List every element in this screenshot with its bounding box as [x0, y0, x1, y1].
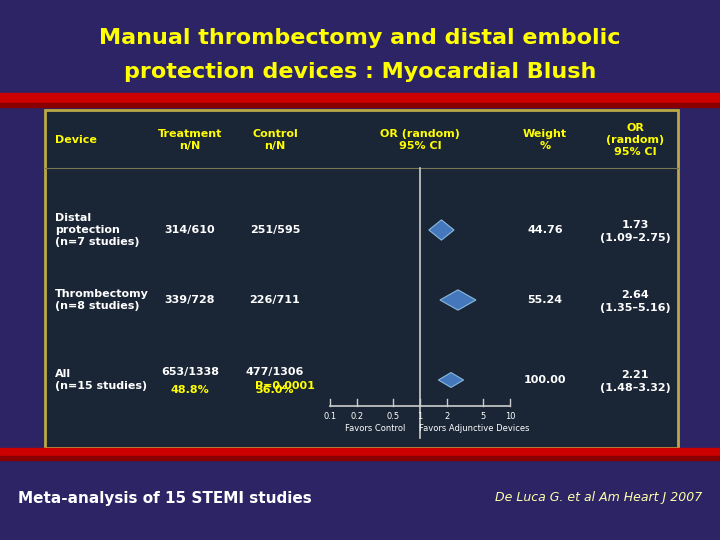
- Text: 1.73: 1.73: [621, 220, 649, 230]
- Text: Device: Device: [55, 135, 97, 145]
- Text: 44.76: 44.76: [527, 225, 563, 235]
- Text: All
(n=15 studies): All (n=15 studies): [55, 369, 147, 391]
- Text: 2.64: 2.64: [621, 290, 649, 300]
- Text: Weight
%: Weight %: [523, 129, 567, 151]
- Polygon shape: [438, 373, 464, 387]
- Text: 36.0%: 36.0%: [256, 385, 294, 395]
- Text: 55.24: 55.24: [528, 295, 562, 305]
- Text: 0.5: 0.5: [387, 412, 400, 421]
- Text: 10: 10: [505, 412, 516, 421]
- Text: OR (random)
95% CI: OR (random) 95% CI: [380, 129, 460, 151]
- Bar: [0, 103, 720, 107]
- Text: Meta-analysis of 15 STEMI studies: Meta-analysis of 15 STEMI studies: [18, 490, 312, 505]
- Text: 48.8%: 48.8%: [171, 385, 210, 395]
- Text: 0.2: 0.2: [351, 412, 364, 421]
- Text: Distal
protection
(n=7 studies): Distal protection (n=7 studies): [55, 213, 140, 247]
- Text: P=0.0001: P=0.0001: [255, 381, 315, 391]
- Bar: [0, 93, 720, 103]
- Text: 5: 5: [480, 412, 485, 421]
- Text: (1.09–2.75): (1.09–2.75): [600, 233, 670, 243]
- Text: 314/610: 314/610: [165, 225, 215, 235]
- Bar: [45, 110, 678, 448]
- Text: Favors Control: Favors Control: [346, 424, 405, 433]
- Text: Thrombectomy
(n=8 studies): Thrombectomy (n=8 studies): [55, 289, 149, 311]
- Polygon shape: [429, 220, 454, 240]
- Bar: [0, 456, 720, 460]
- Text: 0.1: 0.1: [323, 412, 336, 421]
- Text: protection devices : Myocardial Blush: protection devices : Myocardial Blush: [124, 62, 596, 82]
- Text: 477/1306: 477/1306: [246, 367, 304, 377]
- Polygon shape: [440, 290, 476, 310]
- Text: 251/595: 251/595: [250, 225, 300, 235]
- Text: Treatment
n/N: Treatment n/N: [158, 129, 222, 151]
- Text: 2.21: 2.21: [621, 370, 649, 380]
- Text: 2: 2: [444, 412, 450, 421]
- Text: De Luca G. et al Am Heart J 2007: De Luca G. et al Am Heart J 2007: [495, 491, 702, 504]
- Text: 1: 1: [418, 412, 423, 421]
- Text: Manual thrombectomy and distal embolic: Manual thrombectomy and distal embolic: [99, 28, 621, 48]
- Text: 653/1338: 653/1338: [161, 367, 219, 377]
- Text: Favors Adjunctive Devices: Favors Adjunctive Devices: [419, 424, 529, 433]
- Text: (1.48–3.32): (1.48–3.32): [600, 383, 670, 393]
- Text: Control
n/N: Control n/N: [252, 129, 298, 151]
- Bar: [0, 448, 720, 456]
- Text: OR
(random)
95% CI: OR (random) 95% CI: [606, 123, 664, 157]
- Text: 100.00: 100.00: [523, 375, 566, 385]
- Text: 339/728: 339/728: [165, 295, 215, 305]
- Text: 226/711: 226/711: [250, 295, 300, 305]
- Text: (1.35–5.16): (1.35–5.16): [600, 303, 670, 313]
